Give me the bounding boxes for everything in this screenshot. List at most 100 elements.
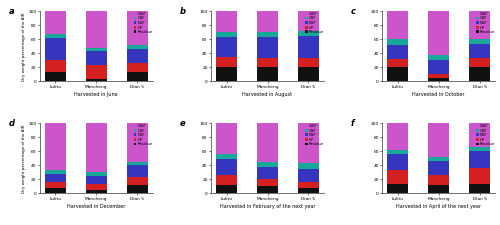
Bar bbox=[45, 11, 66, 34]
Bar bbox=[298, 31, 318, 36]
Bar bbox=[298, 11, 318, 31]
Bar bbox=[428, 74, 449, 78]
Bar bbox=[127, 123, 148, 162]
Bar bbox=[258, 32, 278, 37]
Bar bbox=[127, 63, 148, 72]
Bar bbox=[428, 157, 449, 161]
Bar bbox=[86, 173, 106, 176]
Y-axis label: Dry weight percentage of the AIR: Dry weight percentage of the AIR bbox=[22, 12, 26, 81]
Bar bbox=[86, 51, 106, 65]
Text: d: d bbox=[8, 119, 14, 128]
Bar bbox=[127, 177, 148, 185]
Bar bbox=[258, 37, 278, 58]
Bar bbox=[428, 60, 449, 74]
Bar bbox=[428, 11, 449, 55]
X-axis label: Harvested in December: Harvested in December bbox=[67, 204, 126, 209]
Bar bbox=[45, 188, 66, 194]
Bar bbox=[428, 123, 449, 157]
Bar bbox=[258, 167, 278, 180]
Bar bbox=[86, 11, 106, 48]
Bar bbox=[216, 11, 237, 32]
X-axis label: Harvested in April of the next year: Harvested in April of the next year bbox=[396, 204, 481, 209]
Bar bbox=[298, 163, 318, 169]
Legend: WSF, CSF, NSF, HP, Residue: WSF, CSF, NSF, HP, Residue bbox=[305, 124, 324, 146]
Text: a: a bbox=[8, 7, 14, 16]
Bar bbox=[86, 176, 106, 184]
Bar bbox=[470, 168, 490, 184]
Bar bbox=[388, 154, 408, 170]
Bar bbox=[86, 79, 106, 81]
Bar bbox=[428, 175, 449, 185]
Text: e: e bbox=[180, 119, 186, 128]
Bar bbox=[45, 170, 66, 174]
Bar bbox=[428, 55, 449, 60]
Bar bbox=[216, 159, 237, 175]
Bar bbox=[216, 57, 237, 67]
Bar bbox=[216, 153, 237, 159]
Bar bbox=[45, 123, 66, 170]
Bar bbox=[428, 78, 449, 81]
Bar bbox=[86, 65, 106, 79]
Bar bbox=[388, 45, 408, 59]
Bar bbox=[258, 11, 278, 32]
Bar bbox=[388, 170, 408, 184]
Bar bbox=[127, 49, 148, 63]
Bar bbox=[127, 185, 148, 194]
Bar bbox=[298, 188, 318, 194]
Bar bbox=[298, 182, 318, 188]
Bar bbox=[388, 150, 408, 154]
Bar bbox=[470, 58, 490, 67]
X-axis label: Harvested in June: Harvested in June bbox=[74, 92, 118, 97]
Bar bbox=[298, 58, 318, 67]
Legend: WSF, CSF, NSF, HP, Residue: WSF, CSF, NSF, HP, Residue bbox=[305, 12, 324, 34]
Bar bbox=[216, 37, 237, 57]
Bar bbox=[45, 60, 66, 72]
Y-axis label: Dry weight percentage of the AIR: Dry weight percentage of the AIR bbox=[22, 124, 26, 193]
Bar bbox=[388, 59, 408, 67]
Legend: WSF, CSF, NSF, HP, Residue: WSF, CSF, NSF, HP, Residue bbox=[134, 12, 153, 34]
Bar bbox=[216, 32, 237, 37]
Bar bbox=[470, 151, 490, 168]
Bar bbox=[428, 161, 449, 175]
Bar bbox=[127, 45, 148, 49]
X-axis label: Harvested in February of the next year: Harvested in February of the next year bbox=[220, 204, 316, 209]
Bar bbox=[470, 184, 490, 194]
Bar bbox=[258, 162, 278, 167]
Bar bbox=[86, 184, 106, 190]
Bar bbox=[45, 72, 66, 81]
Bar bbox=[258, 123, 278, 162]
Legend: WSF, CSF, NSF, HP, Residue: WSF, CSF, NSF, HP, Residue bbox=[476, 124, 496, 146]
Legend: WSF, CSF, NSF, HP, Residue: WSF, CSF, NSF, HP, Residue bbox=[476, 12, 496, 34]
Bar bbox=[428, 185, 449, 194]
Bar bbox=[258, 58, 278, 67]
Text: c: c bbox=[351, 7, 356, 16]
Bar bbox=[216, 185, 237, 194]
Text: f: f bbox=[351, 119, 354, 128]
Bar bbox=[45, 182, 66, 188]
X-axis label: Harvested in October: Harvested in October bbox=[412, 92, 465, 97]
Bar bbox=[298, 169, 318, 182]
Bar bbox=[45, 34, 66, 38]
Bar bbox=[298, 36, 318, 58]
Bar bbox=[127, 72, 148, 81]
Bar bbox=[298, 67, 318, 81]
Bar bbox=[470, 67, 490, 81]
Bar bbox=[216, 67, 237, 81]
Text: b: b bbox=[180, 7, 186, 16]
Bar bbox=[258, 67, 278, 81]
Bar bbox=[127, 11, 148, 45]
Bar bbox=[258, 180, 278, 187]
X-axis label: Harvested in August: Harvested in August bbox=[242, 92, 292, 97]
Bar bbox=[86, 123, 106, 173]
Bar bbox=[45, 38, 66, 60]
Bar bbox=[127, 165, 148, 177]
Legend: WSF, CSF, NSF, HP, Residue: WSF, CSF, NSF, HP, Residue bbox=[134, 124, 153, 146]
Bar bbox=[388, 184, 408, 194]
Bar bbox=[127, 162, 148, 165]
Bar bbox=[470, 44, 490, 58]
Bar bbox=[470, 146, 490, 151]
Bar bbox=[216, 123, 237, 153]
Bar bbox=[470, 39, 490, 44]
Bar bbox=[258, 187, 278, 193]
Bar bbox=[86, 190, 106, 194]
